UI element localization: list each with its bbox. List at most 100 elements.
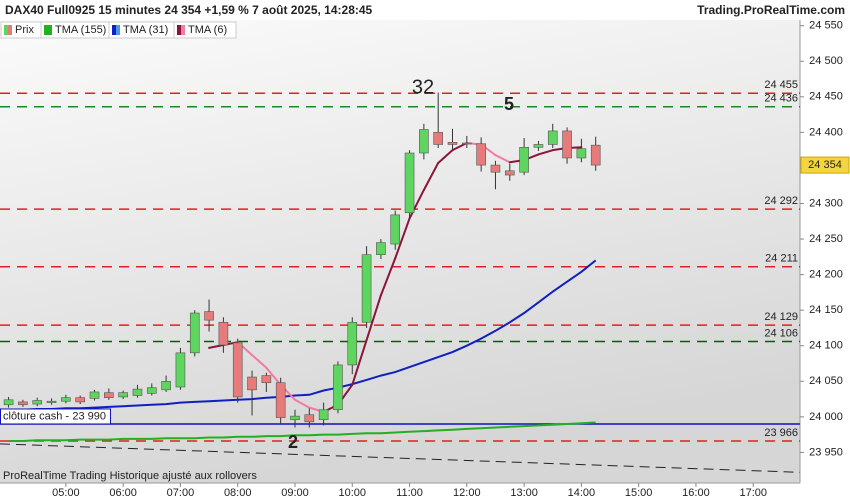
y-tick-label: 24 400 [809, 126, 843, 138]
ma-segment [379, 257, 397, 297]
ma-segment [422, 161, 440, 191]
y-tick-label: 24 150 [809, 304, 843, 316]
level-label: 24 106 [764, 327, 798, 339]
candle-body [118, 392, 128, 398]
last-price-box [800, 156, 850, 174]
candle-body [161, 380, 171, 391]
x-tick-label: 09:00 [281, 487, 309, 499]
x-tick-label: 12:00 [453, 487, 481, 499]
legend-label: TMA (31) [123, 24, 168, 36]
candle-body [361, 254, 372, 323]
y-tick-label: 23 950 [809, 446, 843, 458]
legend-icon [112, 25, 116, 35]
candle-body [447, 142, 458, 145]
x-tick-label: 13:00 [510, 487, 538, 499]
level-label: 24 292 [764, 195, 798, 207]
ma-segment [365, 294, 382, 342]
level-label: 24 211 [765, 253, 798, 265]
ma-segment [394, 217, 411, 260]
chart-title: DAX40 Full0925 15 minutes 24 354 +1,59 %… [5, 3, 373, 17]
x-tick-label: 16:00 [682, 487, 710, 499]
y-tick-label: 24 200 [809, 269, 843, 281]
candle-body [404, 152, 415, 214]
ma-segment [293, 398, 311, 409]
level-label: 24 455 [764, 79, 798, 91]
legend-icon [4, 25, 8, 35]
ma-segment [208, 344, 225, 349]
candle-body [576, 148, 587, 159]
trendline [0, 443, 801, 473]
y-tick-label: 24 300 [809, 197, 843, 209]
candle-body [247, 376, 257, 391]
ma-segment [251, 353, 268, 369]
candle-body [3, 399, 14, 406]
x-tick-label: 08:00 [224, 487, 252, 499]
candle-body [232, 342, 243, 398]
annotation: 2 [288, 432, 298, 452]
candle-body [132, 388, 143, 396]
candle-body [275, 382, 286, 418]
candle-body [204, 311, 214, 321]
candle-body [61, 397, 71, 402]
annotation: 5 [504, 94, 514, 114]
y-tick-label: 24 100 [809, 340, 843, 352]
candle-body [333, 364, 343, 411]
ma-segment [408, 188, 425, 220]
candle-body [89, 391, 100, 399]
legend-icon [177, 25, 181, 35]
y-tick-label: 24 450 [809, 91, 843, 103]
candle-body [547, 130, 558, 145]
candle-body [189, 312, 200, 354]
ma-line [8, 421, 596, 442]
candle-body [433, 132, 443, 145]
ma-segment [537, 149, 554, 156]
footer: ProRealTime Trading Historique ajusté au… [3, 470, 257, 482]
level-label: 24 436 [764, 93, 798, 105]
candle-body [419, 129, 429, 154]
candle-body [590, 144, 601, 166]
candle-body [519, 147, 529, 173]
x-tick-label: 07:00 [167, 487, 195, 499]
candle-body [504, 170, 515, 176]
x-tick-label: 14:00 [568, 487, 596, 499]
legend-icon [8, 25, 12, 35]
source: Trading.ProRealTime.com [697, 3, 845, 17]
legend: Prix TMA (155) TMA (31) TMA (6) [0, 21, 237, 39]
candle-body [75, 397, 85, 403]
x-tick-label: 15:00 [625, 487, 653, 499]
cash-close-value: 23 990 [72, 410, 106, 422]
y-tick-label: 24 000 [809, 411, 843, 423]
ma-segment [351, 339, 368, 386]
y-tick-label: 24 500 [809, 55, 843, 67]
candle-body [175, 352, 186, 388]
ma-segment [494, 154, 511, 164]
legend-box [173, 21, 237, 39]
last-price-label: 24 354 [808, 159, 842, 171]
x-tick-label: 05:00 [52, 487, 80, 499]
legend-label: TMA (155) [55, 24, 106, 36]
x-tick-label: 10:00 [339, 487, 367, 499]
legend-icon [44, 25, 52, 35]
candle-body [376, 242, 386, 256]
y-tick-label: 24 550 [809, 20, 843, 32]
legend-label: TMA (6) [188, 24, 227, 36]
level-label: 24 129 [764, 311, 798, 323]
candle-body [104, 392, 114, 398]
candle-body [562, 130, 572, 159]
level-label: 23 966 [764, 427, 798, 439]
legend-icon [116, 25, 120, 35]
annotation: 32 [412, 76, 434, 98]
cash-close-label: clôture cash - [3, 410, 69, 422]
x-tick-label: 17:00 [739, 487, 767, 499]
candle-body [533, 144, 544, 148]
candle-body [390, 214, 401, 245]
cash-close-box [0, 408, 111, 425]
ma-segment [265, 366, 282, 386]
plot-background [0, 20, 800, 483]
candle-body [347, 321, 358, 366]
x-tick-label: 11:00 [396, 487, 423, 499]
candle-body [46, 400, 57, 403]
candle-body [146, 387, 157, 394]
candle-body [490, 164, 501, 173]
